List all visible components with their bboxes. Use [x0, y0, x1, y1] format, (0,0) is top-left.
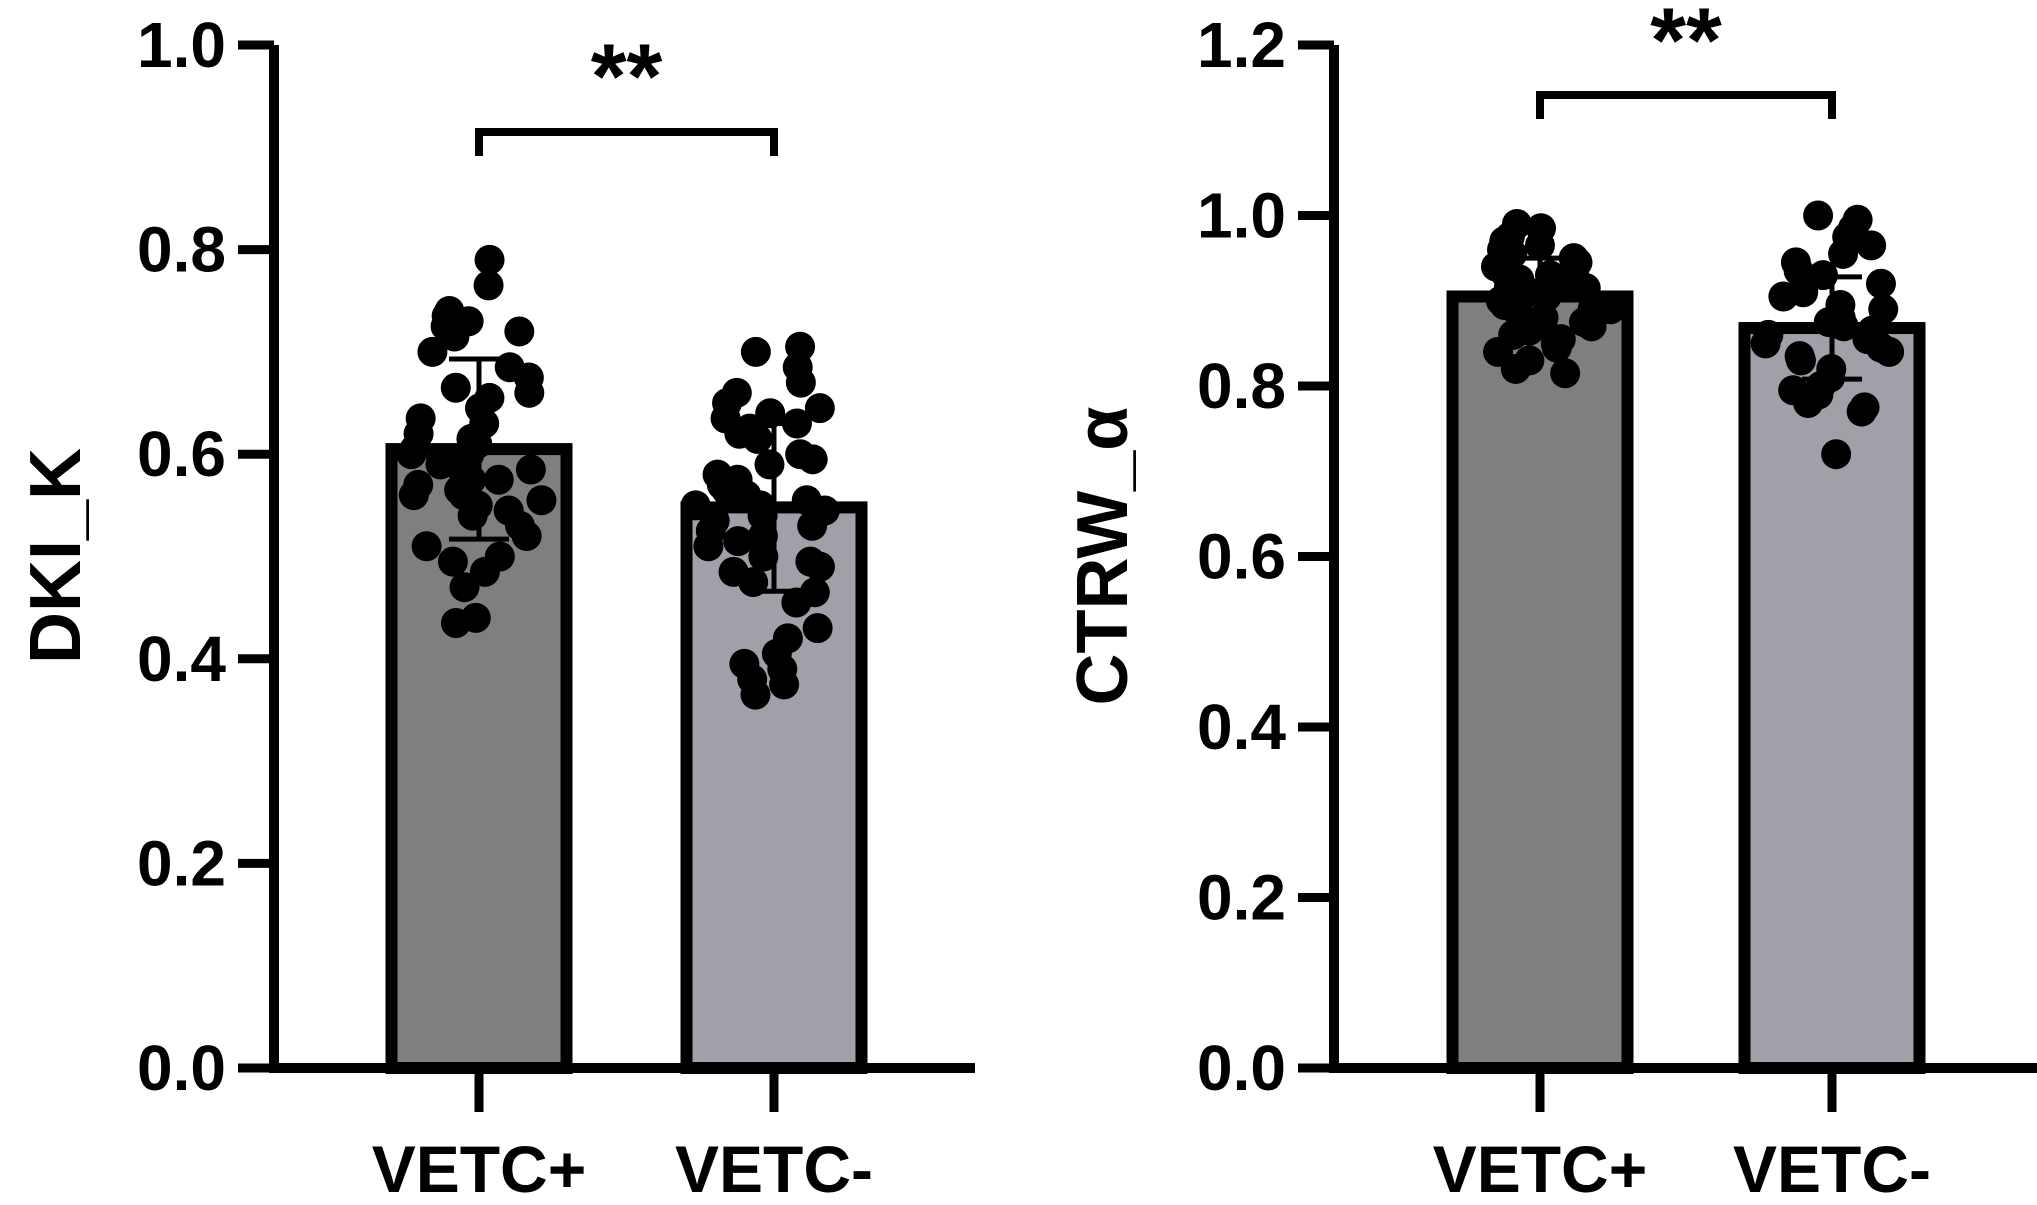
y-tick-label: 0.6 — [137, 418, 226, 490]
x-tick-label: VETC+ — [1433, 1132, 1648, 1200]
y-tick-label: 0.8 — [137, 214, 226, 286]
data-point — [1874, 336, 1905, 367]
data-point — [483, 464, 514, 495]
y-tick-label: 0.0 — [137, 1032, 226, 1104]
data-point — [437, 546, 468, 577]
data-point — [755, 398, 786, 429]
data-point — [514, 377, 545, 408]
y-tick-label: 0.0 — [1197, 1032, 1286, 1104]
data-point — [1865, 268, 1896, 299]
chart-panel-1: 0.0 0.2 0.4 0.6 0.8 1.0 VETC+ VETC- DKI_K ** — [16, 9, 975, 1205]
y-tick-label: 0.2 — [1197, 862, 1286, 934]
data-point — [797, 510, 828, 541]
data-point — [742, 423, 773, 454]
data-point — [1541, 332, 1572, 363]
data-point — [1768, 281, 1799, 312]
data-point — [398, 480, 429, 511]
data-point — [802, 613, 833, 644]
y-tick-label: 0.6 — [1197, 521, 1286, 593]
bar-vetc-pos — [1446, 290, 1634, 1074]
y-tick-label: 0.2 — [137, 827, 226, 899]
y-tick-label: 1.0 — [1197, 180, 1286, 252]
chart-panel-2: 0.0 0.2 0.4 0.6 0.8 1.0 1.2 VETC+ VETC- CTRW_α ** — [1063, 0, 2037, 1205]
data-point — [723, 526, 754, 557]
x-tick-label: VETC+ — [372, 1132, 587, 1200]
data-point — [1785, 345, 1816, 376]
significance-label: ** — [1650, 0, 1722, 92]
data-point — [754, 449, 785, 480]
data-point — [449, 572, 480, 603]
data-point — [417, 336, 448, 367]
data-point — [439, 321, 470, 352]
y-tick-label: 1.0 — [137, 9, 226, 81]
data-point — [396, 439, 427, 470]
data-point — [748, 541, 779, 572]
data-point — [473, 270, 504, 301]
data-point — [804, 393, 835, 424]
data-point — [515, 454, 546, 485]
data-point — [740, 336, 771, 367]
data-point — [1803, 200, 1834, 231]
data-point — [1846, 396, 1877, 427]
data-point — [1828, 238, 1859, 269]
data-point — [1793, 388, 1824, 419]
data-point — [1828, 311, 1859, 342]
data-point — [781, 587, 812, 618]
y-tick-label: 0.8 — [1197, 350, 1286, 422]
y-axis-label: DKI_K — [16, 448, 96, 664]
data-point — [1750, 328, 1781, 359]
data-point — [440, 607, 471, 638]
y-tick-label: 0.4 — [1197, 691, 1286, 763]
data-point — [804, 551, 835, 582]
data-point — [1856, 230, 1887, 261]
data-point — [469, 556, 500, 587]
bar-vetc-neg — [1738, 322, 1926, 1074]
data-point — [693, 531, 724, 562]
data-point — [457, 500, 488, 531]
significance-bracket — [1536, 91, 1836, 119]
x-tick-label: VETC- — [675, 1132, 873, 1200]
data-point — [504, 316, 535, 347]
y-tick-label: 0.4 — [137, 623, 226, 695]
significance-label: ** — [591, 26, 663, 128]
data-point — [411, 531, 442, 562]
data-point — [511, 521, 542, 552]
data-point — [1524, 230, 1555, 261]
data-point — [1576, 311, 1607, 342]
data-point — [769, 669, 800, 700]
data-point — [1500, 353, 1531, 384]
significance-bracket — [475, 128, 778, 156]
data-point — [526, 485, 557, 516]
data-point — [474, 244, 505, 275]
data-point — [425, 449, 456, 480]
y-tick-label: 1.2 — [1197, 9, 1286, 81]
data-point — [740, 679, 771, 710]
data-point — [1821, 439, 1852, 470]
data-point — [1550, 358, 1581, 389]
data-point — [797, 444, 828, 475]
data-point — [440, 372, 471, 403]
data-point — [785, 367, 816, 398]
y-axis-label: CTRW_α — [1063, 407, 1143, 706]
x-tick-label: VETC- — [1733, 1132, 1931, 1200]
